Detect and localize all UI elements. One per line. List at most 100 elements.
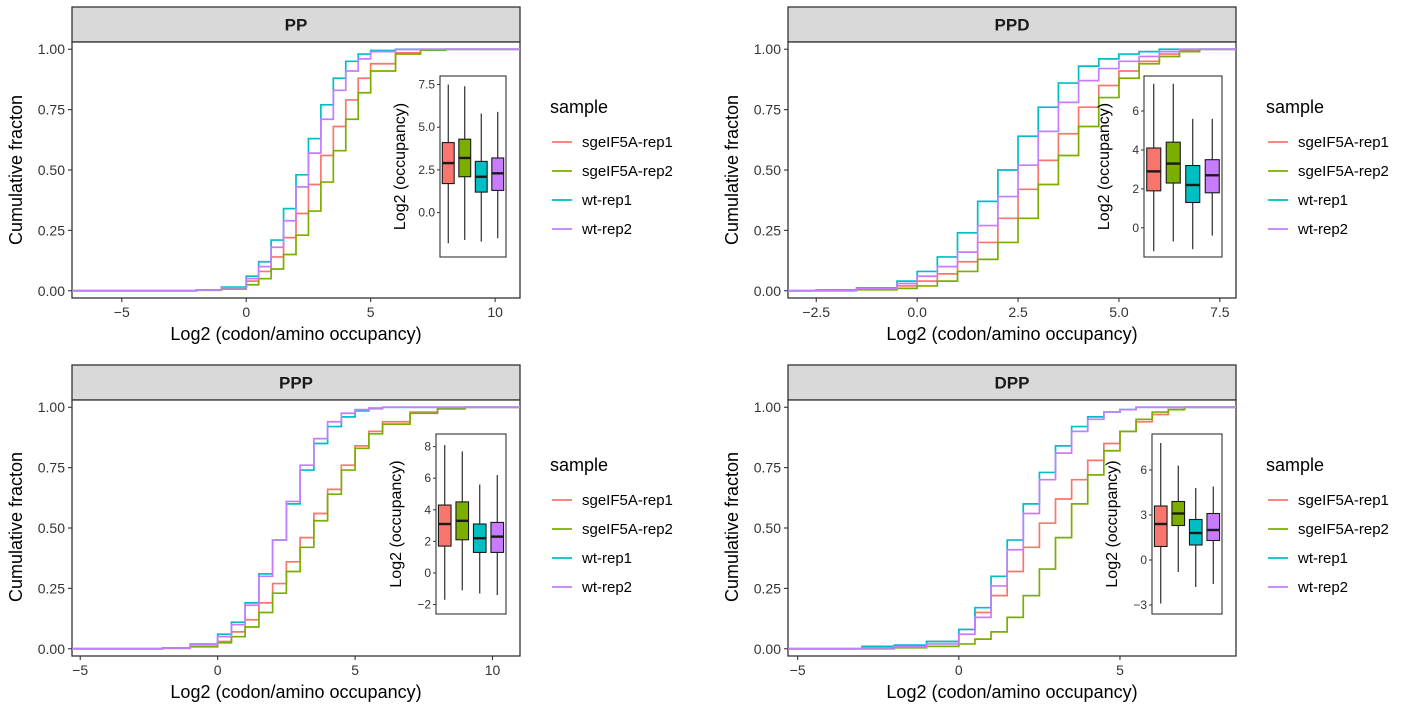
x-tick-label: 0 [955, 662, 963, 678]
x-tick-label: −5 [72, 662, 88, 678]
x-tick-label: 2.5 [1008, 304, 1028, 320]
x-tick-label: 0 [214, 662, 222, 678]
inset-boxplot: −3 0 3 6 Log2 (occupancy) [1104, 433, 1223, 615]
box-iqr [1153, 505, 1168, 548]
inset-y-tick-label: 6 [1132, 104, 1139, 118]
legend-title: sample [1266, 455, 1324, 475]
box-wt-rep1 [474, 113, 488, 242]
legend-entry-label: sgeIF5A-rep2 [582, 163, 673, 180]
legend: sample sgeIF5A-rep1 sgeIF5A-rep2 wt-rep1 wt-… [550, 455, 673, 596]
inset-boxplot: 0 2 4 6 Log2 (occupancy) [1096, 75, 1223, 258]
legend-entry-label: wt-rep1 [581, 550, 632, 567]
x-axis-title: Log2 (codon/amino occupancy) [886, 682, 1137, 702]
legend-title: sample [1266, 97, 1324, 117]
ecdf-line-wt-rep1 [788, 48, 1236, 292]
x-tick-label: −5 [790, 662, 806, 678]
y-axis-title: Cumulative fracton [6, 95, 26, 245]
ecdf-series-group [72, 48, 520, 292]
inset-y-tick-label: 2 [1132, 182, 1139, 196]
y-tick-label: 1.00 [38, 399, 65, 415]
x-tick-label: 10 [485, 662, 501, 678]
x-tick-label: 5 [367, 304, 375, 320]
inset-y-axis-title: Log2 (occupancy) [1096, 103, 1113, 230]
inset-y-tick-label: 4 [424, 503, 431, 517]
inset-y-tick-label: 0.0 [418, 206, 435, 220]
x-tick-label: 7.5 [1210, 304, 1230, 320]
box-iqr [437, 504, 452, 547]
legend-entry-label: sgeIF5A-rep2 [582, 521, 673, 538]
inset-boxplot: 0.0 2.5 5.0 7.5 Log2 (occupancy) [392, 75, 507, 258]
facet-strip [71, 6, 521, 43]
facet-strip-label: PP [285, 16, 308, 35]
inset-y-tick-label: 0 [1140, 553, 1147, 567]
box-sgeif5a-rep1 [441, 84, 455, 244]
facet-pp: PP 0.00 0.25 0.50 0.75 1.00 −5 0 5 10 Log2 (codon/… [6, 6, 673, 344]
box-sgeif5a-rep2 [455, 451, 470, 591]
ecdf-line-sgeif5a-rep1 [72, 406, 520, 650]
legend-entry-label: wt-rep2 [581, 579, 632, 596]
x-tick-label: 5 [1116, 662, 1124, 678]
legend-entry-label: sgeIF5A-rep2 [1298, 521, 1389, 538]
inset-y-tick-label: 2 [424, 534, 431, 548]
y-tick-label: 0.50 [754, 520, 781, 536]
y-tick-label: 1.00 [754, 41, 781, 57]
facet-ppd: PPD 0.00 0.25 0.50 0.75 1.00 −2.5 0.0 2.5 5.0 7.5 L… [722, 6, 1389, 344]
y-tick-label: 0.75 [38, 102, 65, 118]
y-tick-label: 0.00 [754, 641, 781, 657]
y-tick-label: 1.00 [38, 41, 65, 57]
inset-y-tick-label: 6 [1140, 463, 1147, 477]
inset-y-axis-title: Log2 (occupancy) [392, 103, 409, 230]
inset-y-tick-label: 3 [1140, 508, 1147, 522]
ecdf-line-wt-rep2 [72, 48, 520, 292]
box-iqr [1206, 512, 1221, 542]
ecdf-series-group [72, 406, 520, 650]
x-tick-label: 10 [487, 304, 503, 320]
x-axis-title: Log2 (codon/amino occupancy) [886, 324, 1137, 344]
box-wt-rep2 [1204, 118, 1220, 236]
x-tick-label: 5 [351, 662, 359, 678]
box-sgeif5a-rep1 [437, 445, 452, 600]
y-axis-title: Cumulative fracton [722, 95, 742, 245]
box-wt-rep2 [490, 475, 505, 596]
box-sgeif5a-rep2 [1171, 465, 1186, 572]
facet-strip-label: PPD [995, 16, 1030, 35]
legend-entry-label: sgeIF5A-rep1 [1298, 492, 1389, 509]
ecdf-series-group [788, 406, 1236, 650]
legend-entry-label: wt-rep1 [581, 192, 632, 209]
y-tick-label: 0.00 [38, 283, 65, 299]
box-wt-rep2 [1206, 486, 1221, 584]
ecdf-line-wt-rep2 [788, 406, 1236, 650]
legend-entry-label: wt-rep1 [1297, 550, 1348, 567]
x-tick-label: −5 [114, 304, 130, 320]
legend: sample sgeIF5A-rep1 sgeIF5A-rep2 wt-rep1 wt-… [550, 97, 673, 238]
inset-y-axis-title: Log2 (occupancy) [388, 460, 405, 587]
inset-y-tick-label: 8 [424, 440, 431, 454]
box-iqr [1146, 147, 1162, 192]
y-tick-label: 0.25 [38, 580, 65, 596]
box-wt-rep1 [1185, 118, 1201, 250]
box-sgeif5a-rep1 [1146, 83, 1162, 252]
y-tick-label: 0.50 [38, 520, 65, 536]
x-tick-label: 5.0 [1109, 304, 1129, 320]
y-tick-label: 0.25 [754, 580, 781, 596]
y-axis-title: Cumulative fracton [722, 452, 742, 602]
box-sgeif5a-rep1 [1153, 443, 1168, 604]
legend-entry-label: sgeIF5A-rep1 [1298, 134, 1389, 151]
legend-title: sample [550, 455, 608, 475]
legend: sample sgeIF5A-rep1 sgeIF5A-rep2 wt-rep1 wt-… [1266, 97, 1389, 238]
inset-boxplot: −2 0 2 4 6 8 Log2 (occupancy) [388, 433, 507, 615]
legend-entry-label: wt-rep2 [581, 221, 632, 238]
y-tick-label: 0.75 [754, 460, 781, 476]
inset-y-tick-label: 6 [424, 471, 431, 485]
ecdf-series-group [788, 48, 1236, 292]
box-wt-rep2 [491, 111, 505, 239]
ecdf-line-sgeif5a-rep2 [788, 48, 1236, 292]
ecdf-line-wt-rep2 [72, 406, 520, 650]
facet-strip-label: PPP [279, 374, 313, 393]
inset-y-tick-label: −2 [417, 598, 431, 612]
facet-strip-label: DPP [995, 374, 1030, 393]
legend-entry-label: sgeIF5A-rep1 [582, 134, 673, 151]
ecdf-line-wt-rep2 [788, 48, 1236, 292]
facet-strip [787, 6, 1237, 43]
